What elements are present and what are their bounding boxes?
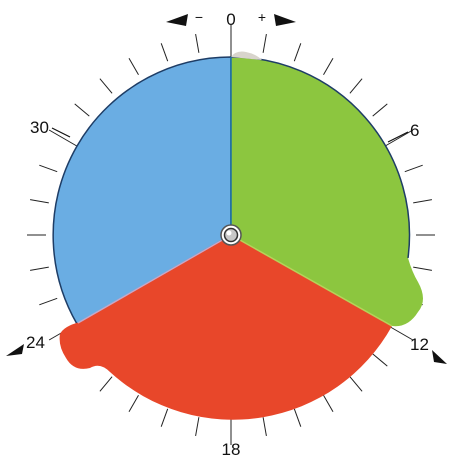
tick-mark — [160, 43, 169, 62]
divider-right — [230, 234, 393, 327]
divider-left — [77, 234, 232, 324]
tick-mark — [349, 376, 363, 392]
marker-arrow-right-icon — [432, 350, 447, 364]
minus-sign: − — [195, 9, 203, 25]
tick-mark — [372, 103, 388, 117]
tick-mark — [413, 199, 432, 204]
green-sector-outline — [230, 56, 411, 259]
tick-mark — [30, 199, 49, 204]
leader-30 — [51, 127, 71, 138]
marker-arrow-left-icon — [6, 344, 24, 356]
tick-mark — [99, 376, 113, 392]
tick-mark — [195, 34, 200, 53]
tick-mark — [293, 43, 302, 62]
tick-mark — [30, 266, 49, 271]
label-24: 24 — [26, 333, 45, 352]
label-18: 18 — [222, 440, 241, 459]
green-sector[interactable] — [231, 56, 423, 327]
tick-mark — [293, 408, 302, 427]
tick-mark — [99, 78, 113, 94]
tick-mark — [74, 103, 90, 117]
tick-mark — [128, 58, 139, 76]
red-sector[interactable] — [59, 235, 392, 420]
label-12: 12 — [410, 335, 429, 354]
tick-mark — [160, 408, 169, 427]
tick-mark — [262, 34, 267, 53]
blue-sector[interactable] — [52, 56, 232, 326]
tick-mark — [262, 417, 267, 436]
tick-mark — [384, 129, 414, 147]
hub-icon — [220, 224, 242, 246]
top-tab — [231, 51, 262, 60]
plus-sign: + — [258, 9, 266, 25]
arrow-right-icon[interactable] — [274, 14, 296, 26]
tick-mark — [404, 164, 423, 173]
tick-mark — [48, 129, 78, 147]
tick-mark — [349, 78, 363, 94]
label-30: 30 — [30, 118, 49, 137]
tick-mark — [323, 58, 334, 76]
tick-mark — [39, 164, 58, 173]
tick-mark — [39, 297, 58, 306]
leader-6 — [387, 131, 409, 143]
tick-mark — [372, 353, 388, 367]
tick-mark — [413, 266, 432, 271]
tick-mark — [195, 417, 200, 436]
label-6: 6 — [410, 121, 419, 140]
tick-mark — [323, 394, 334, 412]
arrow-left-icon[interactable] — [166, 14, 188, 26]
tick-mark — [128, 394, 139, 412]
label-0: 0 — [226, 10, 235, 29]
